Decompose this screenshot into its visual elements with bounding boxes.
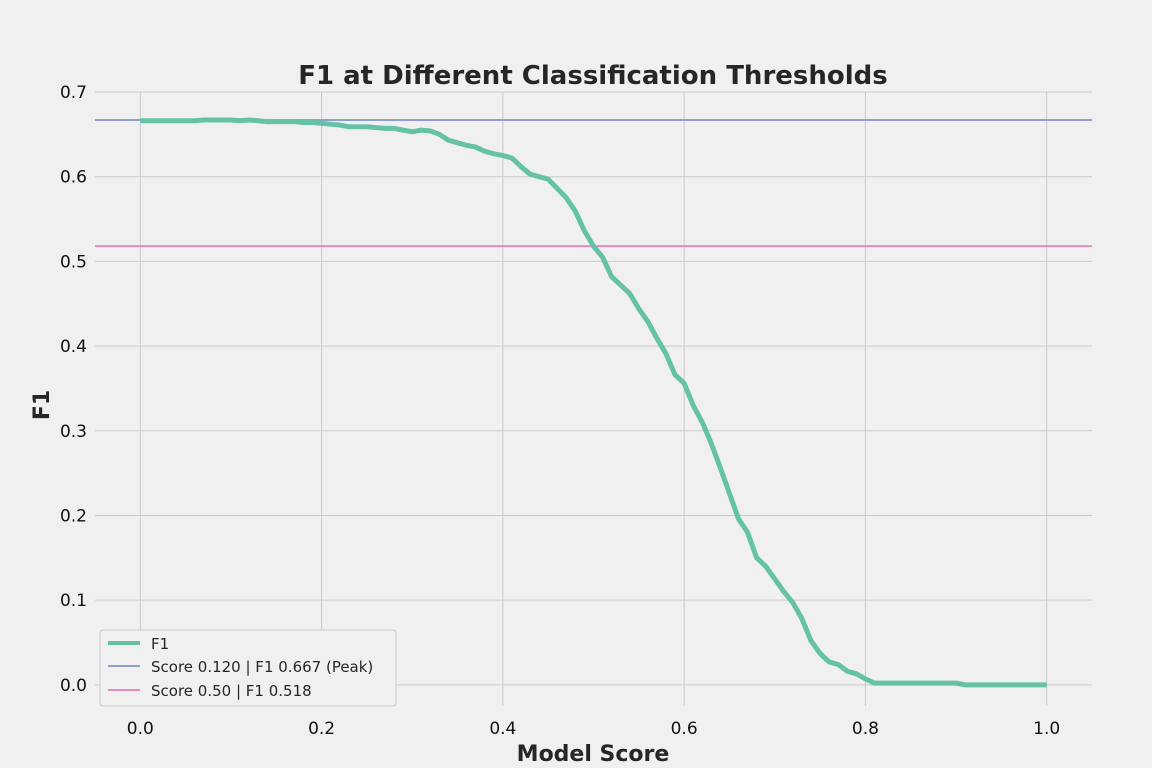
y-tick-label: 0.6 — [60, 168, 87, 188]
y-tick-label: 0.7 — [60, 83, 87, 103]
y-tick-label: 0.1 — [60, 591, 87, 611]
x-tick-label: 1.0 — [1033, 719, 1060, 739]
y-axis-title: F1 — [30, 390, 55, 420]
legend-label-f1: F1 — [151, 635, 169, 653]
legend: F1 Score 0.120 | F1 0.667 (Peak) Score 0… — [99, 629, 397, 707]
series-lines — [140, 117, 1047, 688]
chart-title: F1 at Different Classification Threshold… — [298, 61, 888, 91]
x-tick-labels: 0.0 0.2 0.4 0.6 0.8 1.0 — [127, 719, 1060, 739]
y-tick-label: 0.3 — [60, 422, 87, 442]
reference-lines — [95, 118, 1092, 248]
legend-box — [99, 629, 397, 707]
x-axis-title: Model Score — [517, 742, 670, 767]
y-tick-labels: 0.0 0.1 0.2 0.3 0.4 0.5 0.6 0.7 — [60, 83, 87, 696]
x-tick-label: 0.6 — [671, 719, 698, 739]
y-tick-label: 0.0 — [60, 676, 87, 696]
x-tick-label: 0.8 — [852, 719, 879, 739]
x-tick-label: 0.2 — [308, 719, 335, 739]
y-tick-label: 0.5 — [60, 252, 87, 272]
grid — [95, 91, 1092, 706]
legend-label-peak: Score 0.120 | F1 0.667 (Peak) — [151, 658, 373, 676]
legend-label-default: Score 0.50 | F1 0.518 — [151, 682, 312, 700]
y-tick-label: 0.2 — [60, 506, 87, 526]
y-tick-label: 0.4 — [60, 337, 87, 357]
x-tick-label: 0.4 — [489, 719, 516, 739]
f1-series-line — [140, 117, 1047, 688]
x-tick-label: 0.0 — [127, 719, 154, 739]
